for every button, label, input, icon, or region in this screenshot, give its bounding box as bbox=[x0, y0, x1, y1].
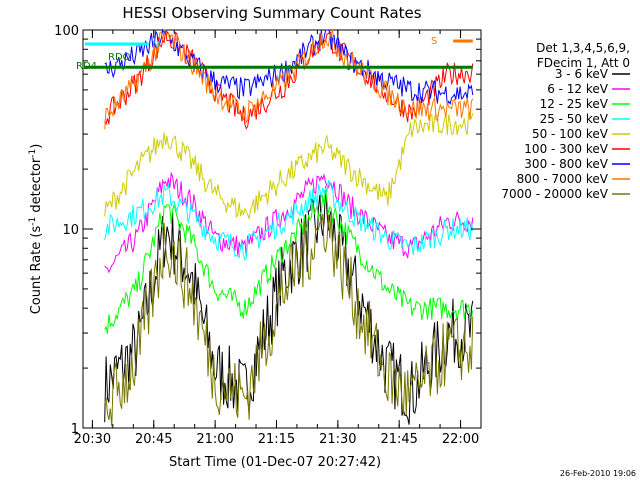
legend-entry-label: 25 - 50 keV bbox=[540, 112, 609, 126]
series-line bbox=[104, 171, 474, 274]
series-line bbox=[104, 29, 474, 130]
legend-entry-label: 12 - 25 keV bbox=[540, 97, 609, 111]
x-tick-label: 20:30 bbox=[74, 432, 111, 447]
chart-title: HESSI Observing Summary Count Rates bbox=[122, 4, 421, 22]
legend-header-line: FDecim 1, Att 0 bbox=[537, 56, 630, 70]
x-tick-label: 21:00 bbox=[196, 432, 233, 447]
series-line bbox=[104, 188, 474, 334]
y-axis-label: Count Rate (s-1 detector-1) bbox=[28, 144, 44, 315]
y-tick-label: 1 bbox=[71, 422, 79, 437]
y-tick-label: 100 bbox=[54, 24, 79, 39]
legend-entry-label: 7000 - 20000 keV bbox=[501, 187, 608, 201]
y-tick-label: 10 bbox=[62, 223, 79, 238]
legend-entry-label: 6 - 12 keV bbox=[547, 82, 609, 96]
legend-entry-label: 50 - 100 keV bbox=[532, 127, 609, 141]
series-line bbox=[104, 111, 474, 220]
flag-label: RDO bbox=[108, 52, 131, 63]
legend-header-line: Det 1,3,4,5,6,9, bbox=[536, 41, 630, 55]
series-line bbox=[104, 180, 474, 261]
series-line bbox=[104, 213, 474, 427]
series-line bbox=[104, 186, 474, 425]
legend-entry-label: 100 - 300 keV bbox=[524, 142, 608, 156]
footer-date: 26-Feb-2010 19:06 bbox=[560, 469, 636, 478]
x-tick-label: 21:45 bbox=[380, 432, 417, 447]
legend: Det 1,3,4,5,6,9,FDecim 1, Att 03 - 6 keV… bbox=[501, 41, 630, 201]
axis-layer: 20:30 20:45 21:00 21:15 21:30 21:45 22:00 1 10 10… bbox=[54, 24, 482, 447]
series-layer: RD4 RDO N S bbox=[76, 28, 474, 427]
series-line bbox=[104, 29, 474, 130]
flag-label: RD4 bbox=[76, 61, 97, 72]
x-tick-label: 20:45 bbox=[135, 432, 172, 447]
flag-label: S bbox=[431, 36, 437, 47]
x-tick-label: 21:30 bbox=[319, 432, 356, 447]
x-tick-label: 21:15 bbox=[258, 432, 295, 447]
legend-entry-label: 300 - 800 keV bbox=[524, 157, 608, 171]
x-axis-label: Start Time (01-Dec-07 20:27:42) bbox=[169, 455, 381, 470]
legend-entry-label: 800 - 7000 keV bbox=[517, 172, 609, 186]
legend-entry-label: 3 - 6 keV bbox=[555, 67, 609, 81]
flag-label: N bbox=[152, 40, 159, 51]
x-tick-label: 22:00 bbox=[442, 432, 479, 447]
